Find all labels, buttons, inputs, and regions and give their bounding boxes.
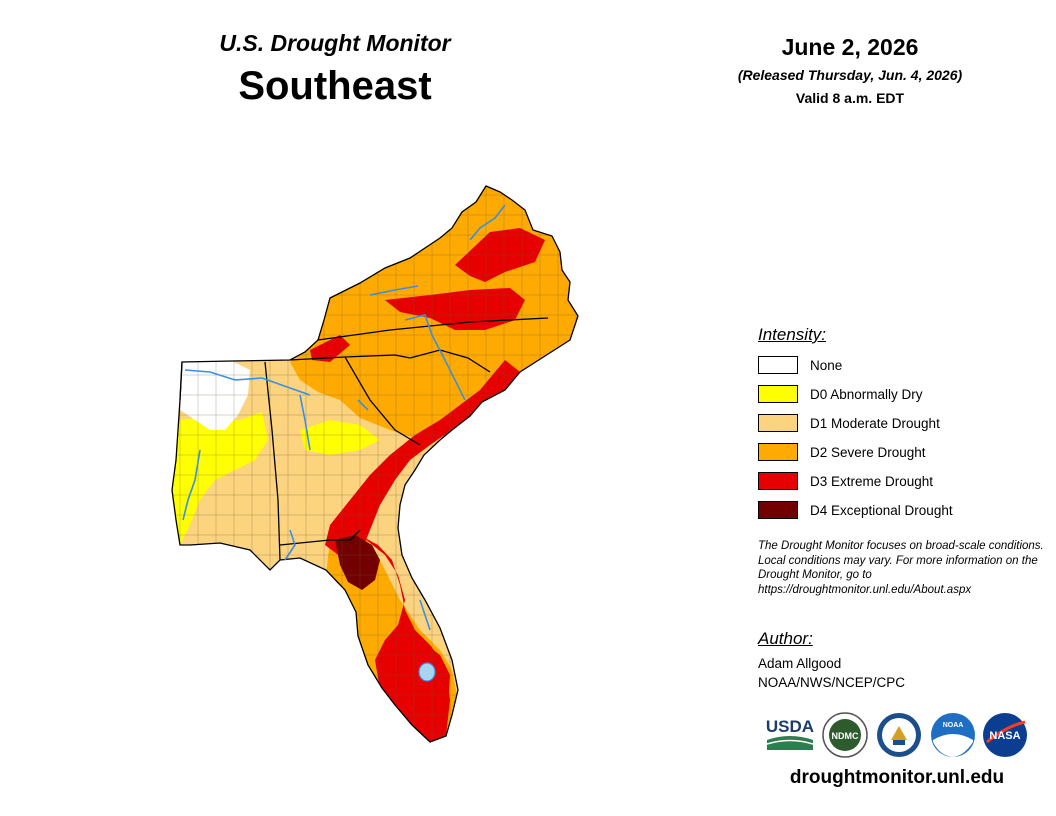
legend-label: D2 Severe Drought (810, 444, 926, 460)
map-date: June 2, 2026 (781, 34, 919, 60)
valid-time: Valid 8 a.m. EDT (795, 90, 905, 106)
logo-text: NASA (989, 730, 1020, 742)
release-date: (Released Thursday, Jun. 4, 2026) (737, 67, 963, 83)
website-link[interactable]: droughtmonitor.unl.edu (789, 767, 1005, 788)
usda-logo: USDA (766, 717, 814, 750)
noaa-logo: NOAA (931, 713, 975, 757)
commerce-seal (877, 713, 921, 757)
legend-label: D0 Abnormally Dry (810, 386, 923, 402)
legend-item-d4: D4 Exceptional Drought (758, 499, 953, 521)
ndmc-logo: NDMC (822, 712, 868, 758)
legend-swatch (758, 356, 798, 374)
author-org: NOAA/NWS/NCEP/CPC (758, 675, 906, 690)
legend-label: D1 Moderate Drought (810, 415, 940, 431)
map-subtitle: U.S. Drought Monitor (219, 30, 451, 56)
legend-item-d2: D2 Severe Drought (758, 441, 926, 463)
legend-item-d3: D3 Extreme Drought (758, 470, 933, 492)
logo-text: USDA (766, 717, 814, 736)
nasa-logo: NASA (983, 713, 1027, 757)
legend-item-d0: D0 Abnormally Dry (758, 383, 923, 405)
map-region-title: Southeast (238, 64, 432, 108)
legend-swatch (758, 385, 798, 403)
legend-swatch (758, 472, 798, 490)
logo-text: NDMC (832, 731, 859, 741)
legend-item-d1: D1 Moderate Drought (758, 412, 940, 434)
logo-text: NOAA (943, 722, 964, 729)
author-heading: Author: (758, 629, 813, 648)
drought-map (171, 185, 579, 743)
legend-item-none: None (758, 354, 842, 376)
legend-swatch (758, 414, 798, 432)
legend-label: D3 Extreme Drought (810, 473, 934, 489)
legend-title: Intensity: (758, 325, 827, 344)
legend-label: None (810, 357, 843, 373)
legend-label: D4 Exceptional Drought (810, 502, 953, 518)
author-name: Adam Allgood (758, 656, 842, 671)
disclaimer-text: The Drought Monitor focuses on broad-sca… (758, 540, 1044, 596)
legend-swatch (758, 501, 798, 519)
legend-swatch (758, 443, 798, 461)
